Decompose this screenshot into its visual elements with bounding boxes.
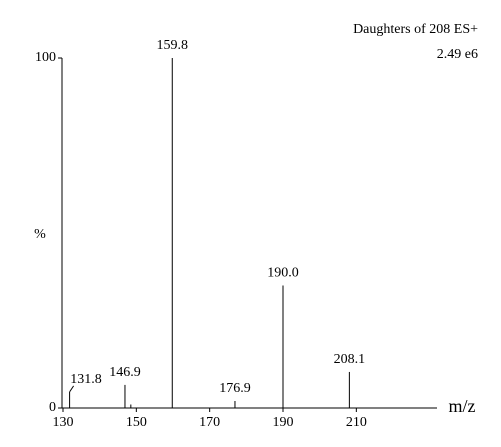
y-axis-label: %: [34, 227, 46, 242]
chart-subtitle: 2.49 e6: [437, 47, 478, 62]
x-tick-label: 150: [126, 415, 147, 430]
y-tick-label: 100: [35, 50, 56, 65]
peak-label: 190.0: [267, 266, 299, 281]
peak-label: 146.9: [109, 365, 141, 380]
peak-label: 208.1: [334, 352, 366, 367]
peak-label: 176.9: [219, 381, 251, 396]
x-tick-label: 190: [273, 415, 294, 430]
peak-label: 159.8: [157, 38, 189, 53]
peak-label-connector: [69, 385, 75, 393]
chart-title: Daughters of 208 ES+: [353, 22, 478, 37]
peak-label: 131.8: [70, 372, 102, 387]
x-axis-label: m/z: [449, 396, 476, 416]
x-tick-label: 170: [199, 415, 220, 430]
y-tick-label: 0: [49, 400, 56, 415]
x-tick-label: 210: [346, 415, 367, 430]
x-tick-label: 130: [53, 415, 74, 430]
